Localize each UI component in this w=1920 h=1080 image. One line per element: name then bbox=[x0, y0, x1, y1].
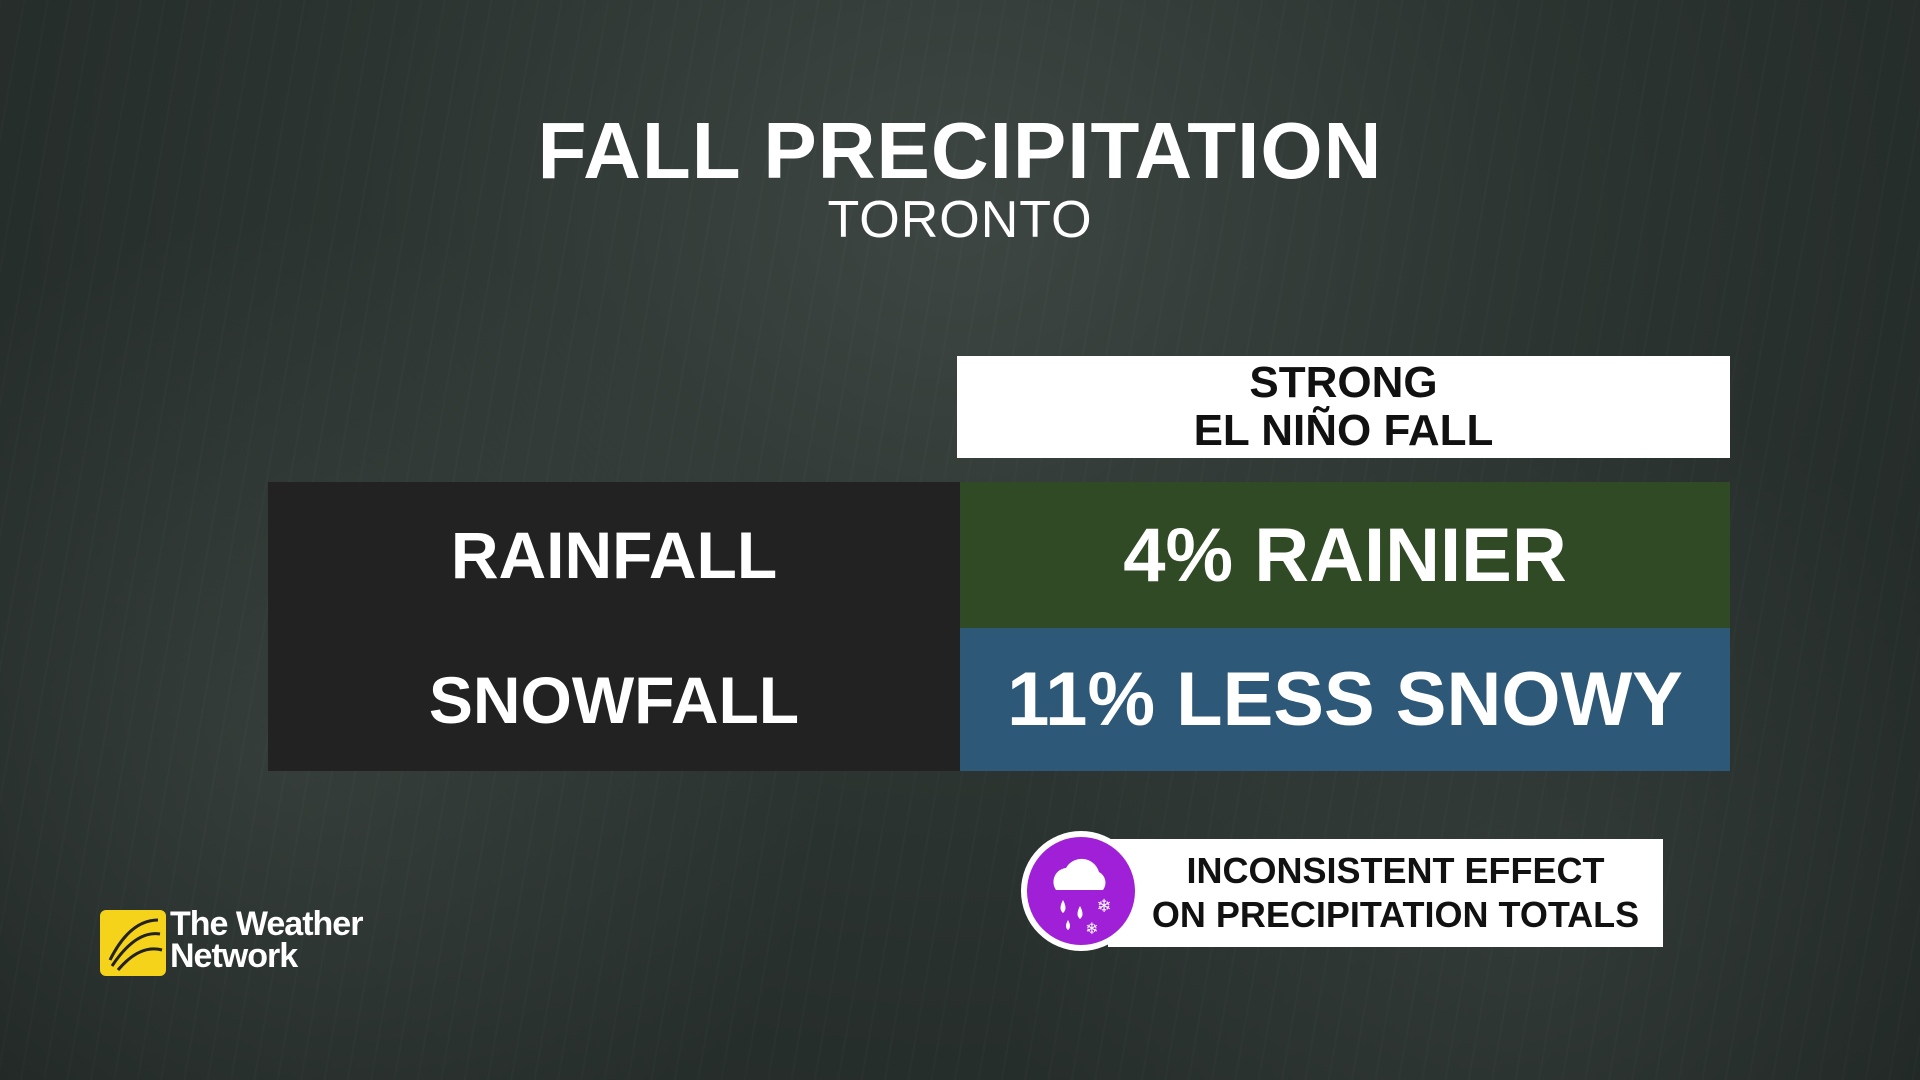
logo-text: The Weather Network bbox=[170, 905, 363, 975]
row-value: 11% LESS SNOWY bbox=[960, 628, 1730, 771]
svg-text:❄: ❄ bbox=[1096, 896, 1111, 917]
logo-line: Network bbox=[170, 937, 298, 975]
row-label: RAINFALL bbox=[268, 482, 960, 628]
svg-text:❄: ❄ bbox=[1085, 919, 1098, 938]
row-label: SNOWFALL bbox=[268, 628, 960, 771]
column-header: STRONG EL NIÑO FALL bbox=[957, 356, 1730, 458]
title: FALL PRECIPITATION bbox=[537, 106, 1383, 195]
column-header-line: EL NIÑO FALL bbox=[1193, 406, 1494, 455]
column-header-line: STRONG bbox=[1249, 358, 1438, 407]
subtitle: TORONTO bbox=[827, 191, 1093, 249]
note-box: INCONSISTENT EFFECT ON PRECIPITATION TOT… bbox=[1108, 839, 1663, 947]
note-line: ON PRECIPITATION TOTALS bbox=[1151, 894, 1640, 935]
logo-mark bbox=[100, 910, 166, 976]
note-line: INCONSISTENT EFFECT bbox=[1186, 850, 1605, 891]
precip-icon: ❄ ❄ bbox=[1021, 831, 1141, 951]
logo-line: The Weather bbox=[170, 905, 363, 943]
row-value: 4% RAINIER bbox=[960, 482, 1730, 628]
